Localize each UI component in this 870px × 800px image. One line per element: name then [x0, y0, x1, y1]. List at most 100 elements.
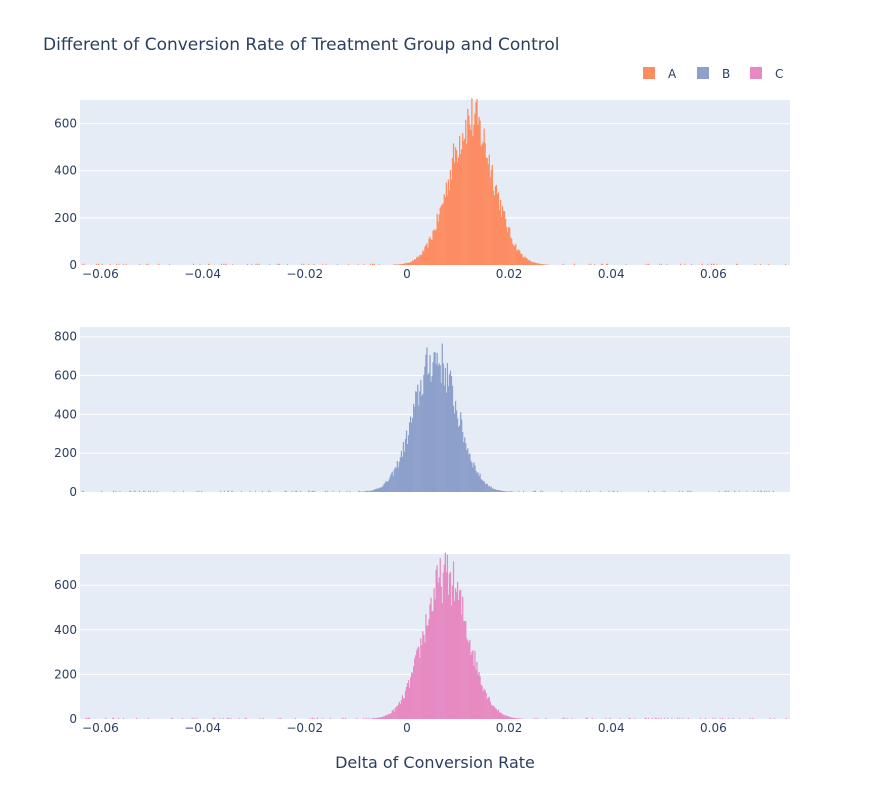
histogram-bar: [153, 490, 155, 492]
histogram-bar: [452, 561, 455, 719]
histogram-bar: [423, 717, 425, 719]
histogram-bar: [371, 718, 373, 719]
histogram-bar: [513, 717, 515, 719]
histogram-bar: [446, 363, 449, 492]
histogram-bar: [410, 261, 413, 265]
histogram-bar: [535, 263, 537, 265]
legend-swatch-b: [697, 67, 709, 79]
subplot-b: 0 200 400 600 800: [54, 327, 790, 499]
histogram-bar: [483, 481, 485, 492]
histogram-bar: [594, 263, 596, 265]
histogram-bar: [490, 486, 492, 492]
histogram-bar: [442, 490, 444, 492]
histogram-bar: [465, 490, 467, 492]
histogram-bar: [414, 259, 416, 265]
histogram-bar: [707, 263, 709, 265]
histogram-bar: [372, 718, 374, 719]
histogram-bar: [287, 263, 288, 265]
histogram-bar: [713, 263, 715, 265]
histogram-bar: [609, 717, 611, 719]
x-tick-label: 0.06: [700, 721, 727, 735]
histogram-bar: [402, 263, 405, 265]
histogram-bar: [387, 481, 389, 492]
histogram-bar: [383, 484, 385, 492]
histogram-bar: [517, 718, 519, 719]
histogram-bar: [262, 717, 264, 719]
histogram-bar: [427, 717, 429, 719]
histogram-bar: [466, 450, 468, 492]
histogram-bar: [416, 650, 418, 719]
histogram-bar: [716, 263, 718, 265]
histogram-bar: [452, 490, 454, 492]
histogram-bar: [461, 263, 463, 265]
histogram-bar: [429, 236, 431, 265]
x-tick-label: −0.06: [82, 721, 119, 735]
histogram-bar: [492, 705, 494, 719]
y-tick-label: 200: [54, 667, 77, 681]
histogram-bar: [687, 717, 689, 719]
histogram-bar: [344, 717, 346, 719]
histogram-bar: [449, 370, 452, 492]
histogram-bar: [474, 651, 476, 719]
histogram-bar: [514, 718, 516, 719]
histogram-bar: [440, 717, 442, 719]
histogram-bar: [680, 263, 682, 265]
histogram-bar: [441, 204, 443, 265]
histogram-bar: [439, 558, 441, 719]
histogram-bar: [406, 683, 409, 719]
histogram-bar: [508, 716, 510, 719]
y-tick-label: 400: [54, 623, 77, 637]
histogram-bar: [422, 490, 424, 492]
histogram-bar: [389, 714, 391, 719]
histogram-bar: [491, 488, 493, 492]
histogram-bar: [432, 362, 434, 492]
histogram-bar: [442, 203, 444, 265]
histogram-bar: [112, 717, 114, 719]
histogram-bar: [466, 143, 468, 265]
histogram-bar: [538, 263, 540, 265]
histogram-bar: [461, 419, 463, 492]
histogram-bar: [488, 154, 490, 265]
legend-item-b[interactable]: B: [697, 67, 730, 81]
histogram-bar: [501, 714, 504, 719]
histogram-bar: [471, 98, 473, 265]
histogram-bar: [245, 717, 247, 719]
histogram-bar: [419, 658, 421, 719]
histogram-bar: [487, 697, 489, 719]
histogram-bar: [512, 717, 514, 719]
histogram-bar: [507, 232, 509, 265]
histogram-bar: [690, 490, 692, 492]
histogram-bar: [487, 486, 489, 492]
histogram-bar: [495, 489, 498, 492]
histogram-bar: [443, 385, 445, 492]
histogram-bar: [764, 490, 766, 492]
x-tick-label: 0.04: [598, 721, 625, 735]
y-tick-label: 200: [54, 446, 77, 460]
histogram-bar: [96, 263, 98, 265]
histogram-bar: [516, 250, 518, 265]
histogram-bar: [654, 717, 656, 719]
histogram-bar: [310, 717, 312, 719]
histogram-bar: [662, 490, 664, 492]
subplot-a: 0 200 400 600 −0.06 −0.04 −0.02 0 0.02 0.04 0.06: [54, 98, 790, 281]
legend[interactable]: A B C: [643, 67, 783, 81]
legend-item-a[interactable]: A: [643, 67, 677, 81]
histogram-bar: [489, 177, 491, 265]
histogram-bar: [433, 263, 435, 265]
histogram-bar: [734, 490, 735, 492]
histogram-bar: [652, 717, 654, 719]
histogram-bar: [473, 665, 475, 719]
histogram-bar: [444, 552, 446, 719]
histogram-bar: [437, 263, 439, 265]
histogram-bar: [348, 263, 350, 265]
histogram-bar: [218, 717, 220, 719]
legend-item-c[interactable]: C: [750, 67, 783, 81]
histogram-bar: [492, 717, 494, 719]
histogram-bar: [171, 717, 173, 719]
histogram-bar: [469, 453, 471, 492]
histogram-bar: [441, 343, 443, 492]
histogram-bar: [384, 490, 385, 492]
histogram-bar: [421, 254, 423, 265]
histogram-bar: [534, 262, 536, 265]
histogram-bar: [427, 625, 429, 719]
